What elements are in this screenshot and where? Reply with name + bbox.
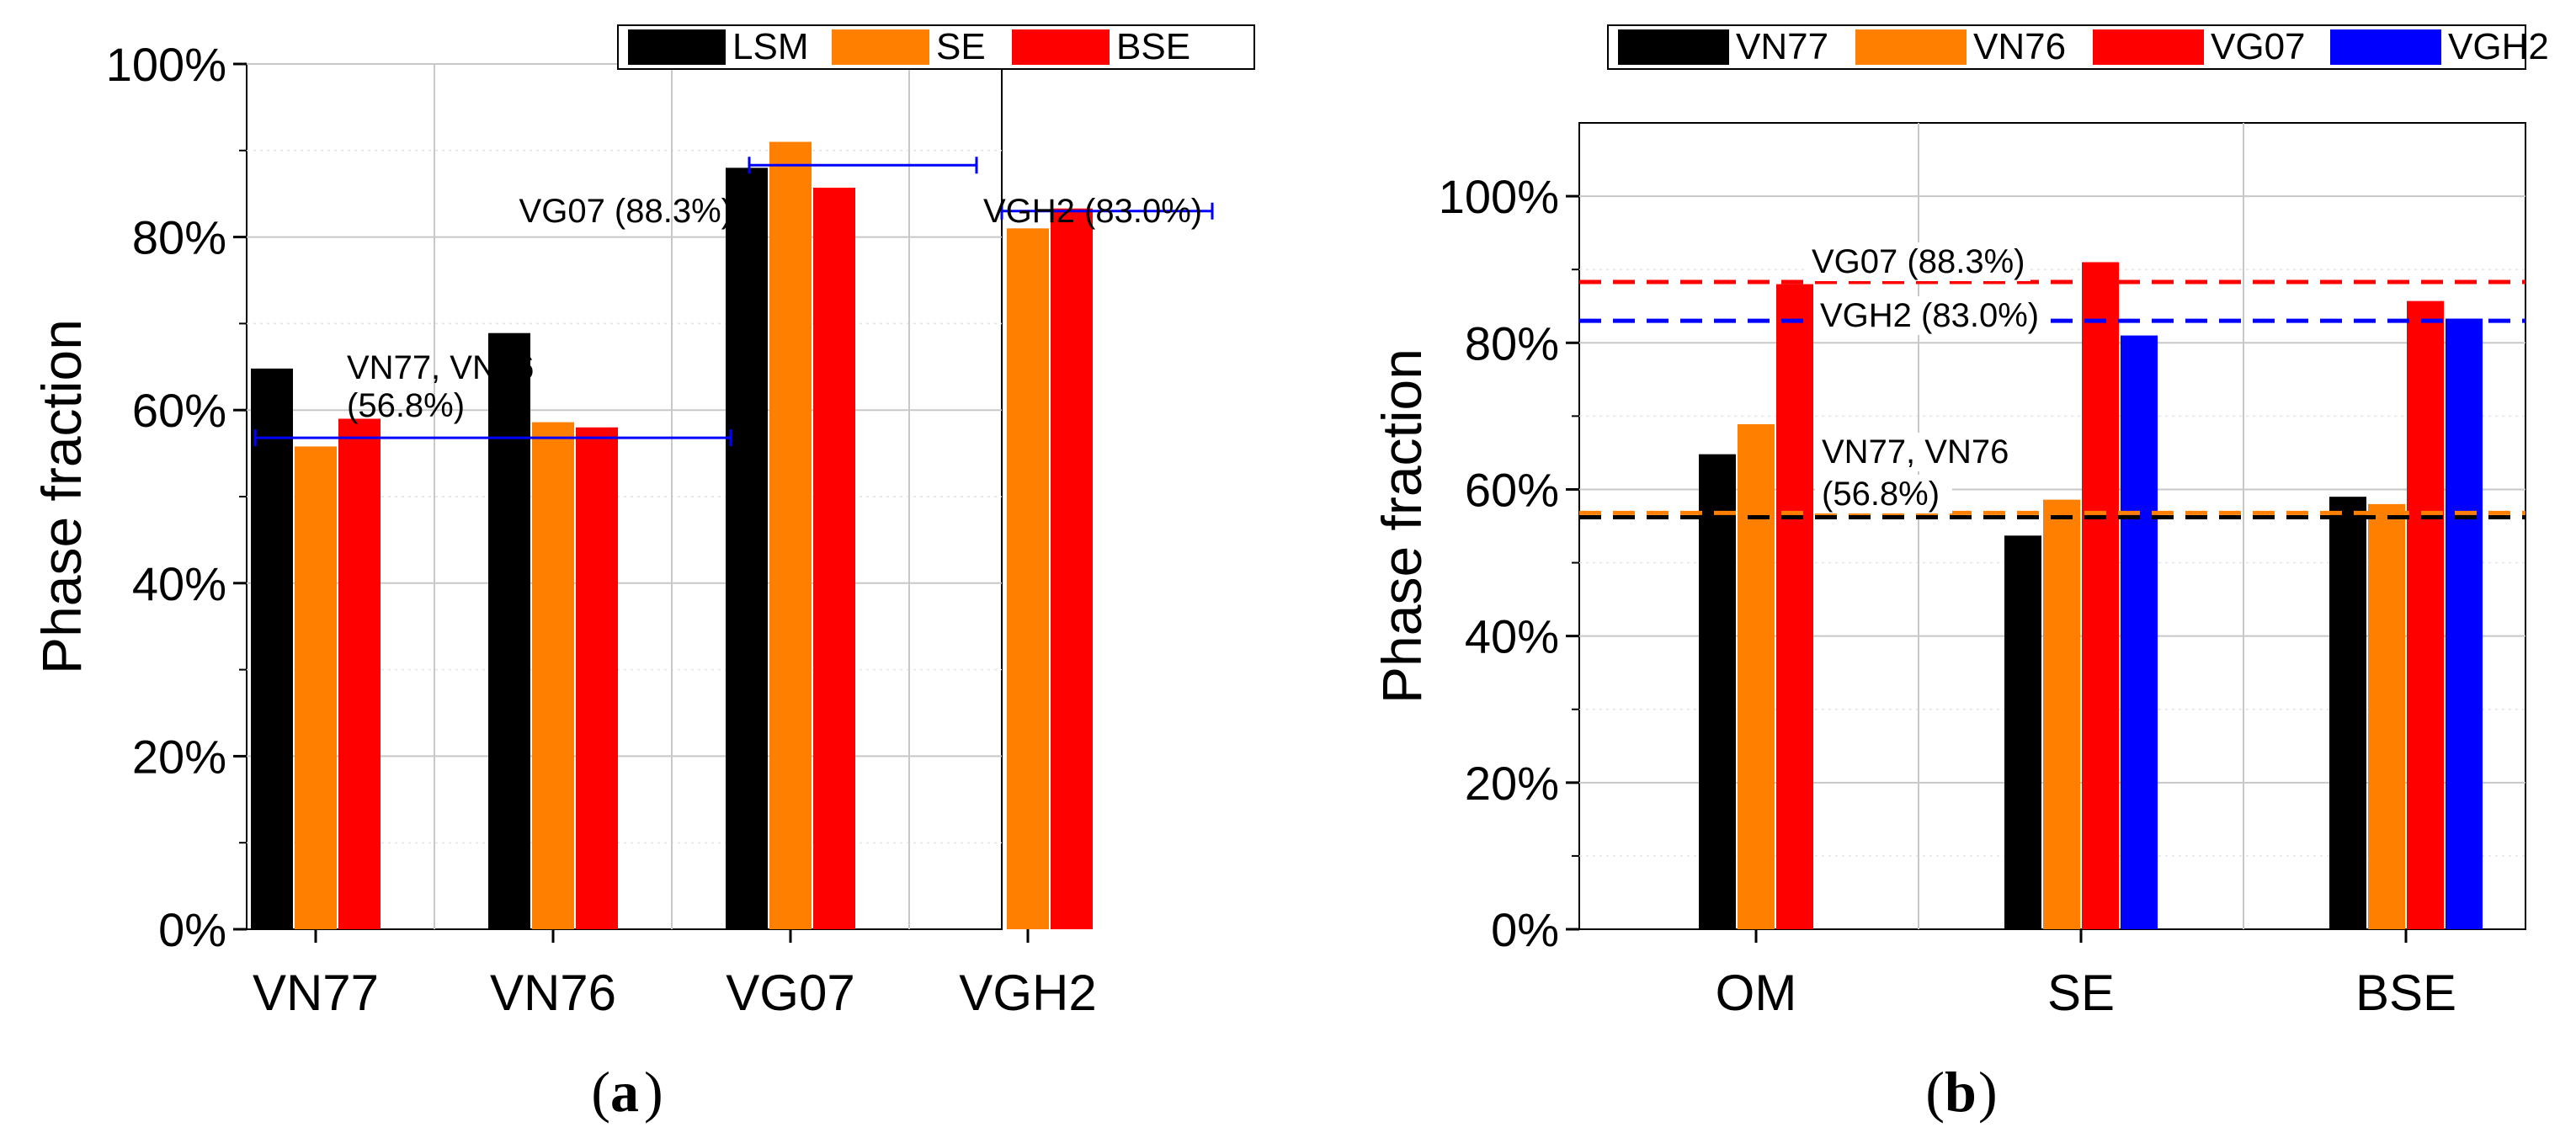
- bar-bse-vn76: [576, 427, 618, 929]
- bar-vn76-bse: [2368, 503, 2405, 929]
- reference-label: (56.8%): [1822, 476, 1940, 513]
- panel-a: 0% 20% 40% 60% 80% 100% Phase fraction VN77 VN76…: [30, 24, 1255, 1124]
- y-tick-label: 40%: [1465, 610, 1559, 663]
- bar-vn77-se: [2004, 535, 2041, 929]
- legend-label-vg07: VG07: [2211, 26, 2306, 67]
- x-tick-label: VN76: [490, 965, 616, 1021]
- reference-label-bg: [1815, 433, 2005, 471]
- bar-vn77-om: [1699, 454, 1736, 929]
- panel-caption-close: ): [1978, 1060, 1998, 1124]
- reference-label-bg: [1815, 475, 1952, 513]
- bar-bse-vgh2: [1051, 208, 1093, 929]
- legend-swatch-vn77: [1618, 29, 1729, 65]
- y-tick-label: 20%: [132, 730, 226, 783]
- x-tick-label: VN77: [253, 965, 379, 1021]
- bar-vgh2-bse: [2446, 318, 2483, 929]
- bar-se-vg07: [769, 141, 812, 929]
- y-tick-label: 0%: [158, 903, 226, 956]
- bar-vgh2-se: [2121, 335, 2158, 930]
- bar-se-vn76: [532, 422, 574, 929]
- legend-label-vn76: VN76: [1973, 26, 2066, 67]
- legend-label-vn77: VN77: [1736, 26, 1828, 67]
- legend-swatch-se: [832, 29, 929, 65]
- bar-lsm-vn77: [251, 368, 293, 930]
- y-axis-label: Phase fraction: [1370, 348, 1433, 704]
- y-tick-label: 20%: [1465, 757, 1559, 810]
- y-tick-label: 60%: [1465, 463, 1559, 516]
- bar-vg07-om: [1776, 284, 1813, 930]
- legend-label-vgh2: VGH2: [2448, 26, 2549, 67]
- panel-caption-letter: b: [1945, 1060, 1977, 1124]
- bar-lsm-vg07: [726, 168, 768, 930]
- reference-label: VG07 (88.3%): [519, 193, 732, 230]
- x-tick-label: BSE: [2355, 965, 2456, 1021]
- legend-swatch-vg07: [2093, 29, 2204, 65]
- bar-lsm-vn76: [488, 332, 530, 929]
- y-tick-label: 0%: [1491, 903, 1559, 956]
- y-tick-label: 100%: [106, 38, 226, 91]
- bar-vn76-se: [2043, 499, 2080, 929]
- legend-label-se: SE: [936, 26, 986, 67]
- legend-label-bse: BSE: [1116, 26, 1190, 67]
- reference-label-bg: [1813, 296, 2039, 335]
- y-tick-label: 40%: [132, 557, 226, 610]
- x-tick-label: SE: [2047, 965, 2115, 1021]
- y-tick-label: 80%: [1465, 316, 1559, 370]
- reference-label-bg: [1805, 242, 2030, 281]
- panel-caption-open: (: [591, 1060, 610, 1124]
- y-tick-label: 100%: [1439, 170, 1559, 223]
- y-axis-label: Phase fraction: [30, 319, 93, 674]
- legend-swatch-vgh2: [2330, 29, 2441, 65]
- bar-bse-vn77: [338, 418, 381, 930]
- panel-caption-open: (: [1925, 1060, 1945, 1124]
- reference-label: VGH2 (83.0%): [983, 193, 1202, 230]
- bar-se-vgh2: [1007, 228, 1049, 929]
- legend-label-lsm: LSM: [732, 26, 808, 67]
- x-tick-label: VGH2: [959, 965, 1096, 1021]
- legend-swatch-bse: [1012, 29, 1110, 65]
- panel-b: 0% 20% 40% 60% 80% 100% Phase fraction OM SE BSE V…: [1370, 24, 2549, 1124]
- panel-caption-close: ): [644, 1060, 663, 1124]
- bar-vg07-se: [2082, 262, 2119, 929]
- panel-caption-letter: a: [610, 1060, 639, 1124]
- reference-label: VG07 (88.3%): [1812, 243, 2025, 280]
- x-tick-label: VG07: [726, 965, 854, 1021]
- legend-swatch-lsm: [628, 29, 726, 65]
- reference-label: VN77, VN76: [347, 349, 534, 386]
- bar-vn77-bse: [2329, 497, 2366, 929]
- bar-bse-vg07: [813, 188, 855, 929]
- bar-vg07-bse: [2407, 300, 2444, 929]
- y-tick-label: 80%: [132, 211, 226, 264]
- x-tick-label: OM: [1716, 965, 1797, 1021]
- reference-label: VN77, VN76: [1822, 433, 2009, 471]
- legend-swatch-vn76: [1855, 29, 1967, 65]
- reference-label: (56.8%): [347, 387, 465, 424]
- bar-vn76-om: [1738, 423, 1775, 930]
- y-tick-label: 60%: [132, 384, 226, 437]
- reference-label: VGH2 (83.0%): [1820, 297, 2039, 334]
- bar-se-vn77: [295, 446, 337, 929]
